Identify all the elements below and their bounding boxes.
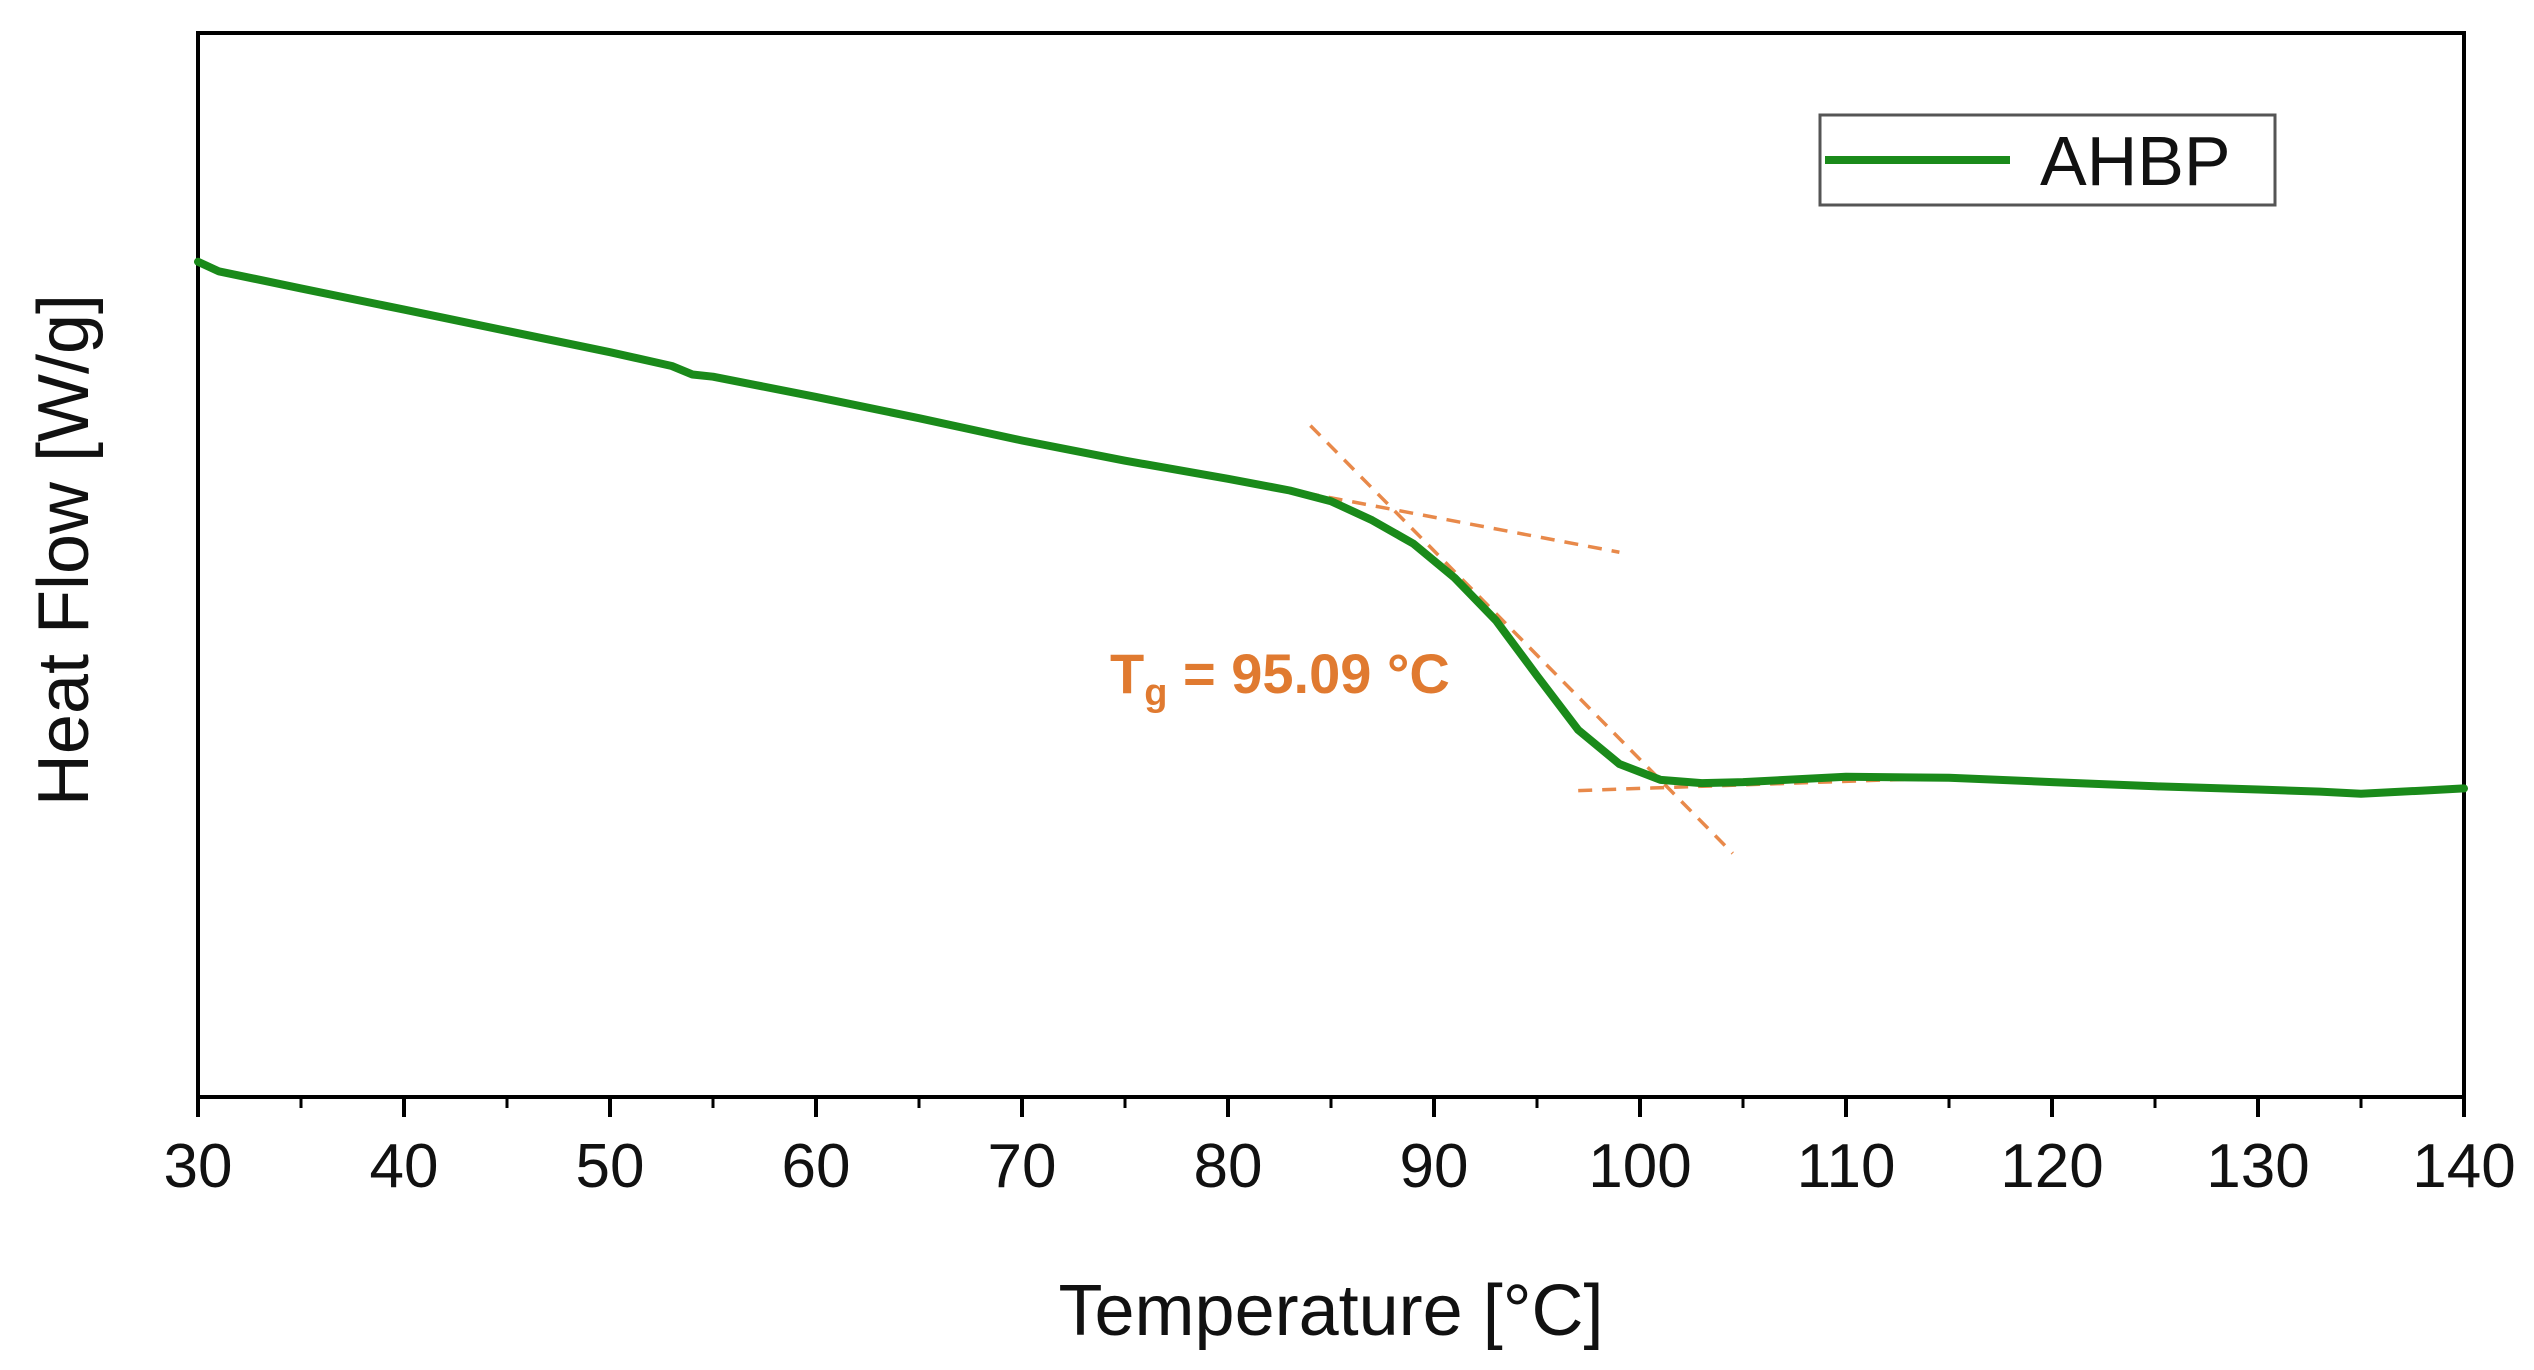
x-tick-label: 30 bbox=[164, 1132, 233, 1201]
x-tick-label: 70 bbox=[988, 1132, 1057, 1201]
x-tick-label: 80 bbox=[1194, 1132, 1263, 1201]
tangent-line bbox=[1309, 424, 1734, 855]
y-axis-title: Heat Flow [W/g] bbox=[24, 294, 104, 806]
x-tick-label: 40 bbox=[370, 1132, 439, 1201]
tg-annotation-main: T bbox=[1110, 642, 1144, 705]
x-tick-label: 140 bbox=[2412, 1132, 2515, 1201]
x-tick-label: 120 bbox=[2000, 1132, 2103, 1201]
x-tick-label: 60 bbox=[782, 1132, 851, 1201]
x-axis-tick-labels: 30 40 50 60 70 80 90 100 110 120 130 140 bbox=[164, 1132, 2516, 1201]
x-axis-ticks bbox=[196, 1097, 2466, 1117]
x-tick-label: 90 bbox=[1400, 1132, 1469, 1201]
x-tick-label: 130 bbox=[2206, 1132, 2309, 1201]
x-tick-label: 110 bbox=[1797, 1132, 1896, 1201]
x-tick-label: 50 bbox=[576, 1132, 645, 1201]
x-axis-title: Temperature [°C] bbox=[1059, 1271, 1604, 1351]
tg-annotation: Tg = 95.09 °C bbox=[1110, 642, 1450, 714]
tg-annotation-subscript: g bbox=[1144, 672, 1167, 714]
legend-label-ahbp: AHBP bbox=[2040, 122, 2231, 200]
tangent-line bbox=[1578, 776, 1950, 793]
x-tick-label: 100 bbox=[1588, 1132, 1691, 1201]
tg-annotation-value: = 95.09 °C bbox=[1167, 642, 1449, 705]
series-line-ahbp bbox=[194, 257, 2468, 798]
legend: AHBP bbox=[1818, 113, 2277, 207]
series-layer bbox=[194, 257, 2468, 798]
